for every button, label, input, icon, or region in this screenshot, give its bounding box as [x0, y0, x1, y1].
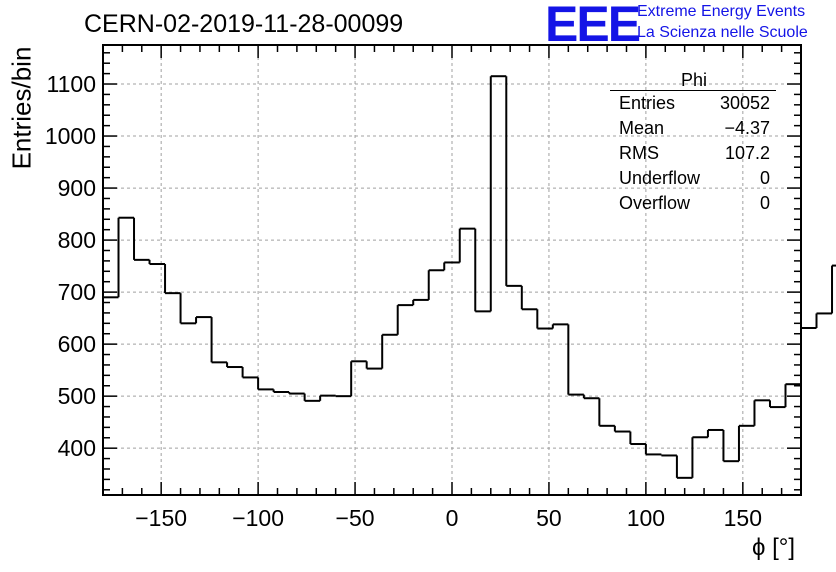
stats-label: Mean [619, 118, 665, 138]
stats-value: 107.2 [724, 143, 770, 163]
x-tick-label: 0 [446, 505, 459, 531]
y-tick-label: 500 [58, 383, 96, 409]
stats-divider [610, 90, 776, 91]
x-tick-label: −100 [232, 505, 284, 531]
y-tick-label: 1100 [47, 71, 96, 97]
stats-row: Overflow 0 [610, 191, 778, 216]
x-axis-label: ϕ [°] [752, 534, 796, 561]
stats-row: Mean −4.37 [610, 116, 778, 141]
y-tick-label: 600 [58, 331, 96, 357]
stats-label: Underflow [619, 168, 701, 188]
stats-row: Underflow 0 [610, 166, 778, 191]
stats-label: Entries [619, 93, 676, 113]
x-tick-label: 100 [627, 505, 665, 531]
y-tick-label: 700 [58, 279, 96, 305]
logo-caption-line1: Extreme Energy Events [637, 3, 806, 20]
y-tick-label: 400 [58, 435, 96, 461]
stats-box: Phi Entries 30052 Mean −4.37 RMS 107.2 Unde… [610, 70, 778, 216]
y-tick-label: 900 [58, 175, 96, 201]
stats-row: Entries 30052 [610, 91, 778, 116]
x-tick-label: −50 [336, 505, 375, 531]
histogram-series [103, 75, 836, 479]
stats-value: 0 [759, 193, 770, 213]
eee-logo: EEE [545, 0, 641, 52]
stats-title: Phi [680, 70, 707, 90]
tick-labels: −150 −100 −50 0 50 100 150 400 500 600 700 800 900 10… [45, 71, 762, 531]
x-tick-label: 150 [724, 505, 762, 531]
stats-label: RMS [619, 143, 659, 163]
axes [102, 44, 802, 496]
stats-value: 30052 [719, 93, 770, 113]
stats-value: 0 [759, 168, 770, 188]
x-tick-label: 50 [536, 505, 562, 531]
stats-value: −4.37 [724, 118, 770, 138]
logo-caption-line2: La Scienza nelle Scuole [637, 24, 808, 41]
y-tick-label: 1000 [45, 123, 96, 149]
stats-row: RMS 107.2 [610, 141, 778, 166]
y-tick-label: 800 [58, 227, 96, 253]
chart-title: CERN-02-2019-11-28-00099 [84, 10, 404, 38]
y-axis-label: Entries/bin [6, 46, 37, 170]
grid-lines [103, 45, 801, 495]
x-tick-label: −150 [135, 505, 187, 531]
stats-label: Overflow [619, 193, 691, 213]
